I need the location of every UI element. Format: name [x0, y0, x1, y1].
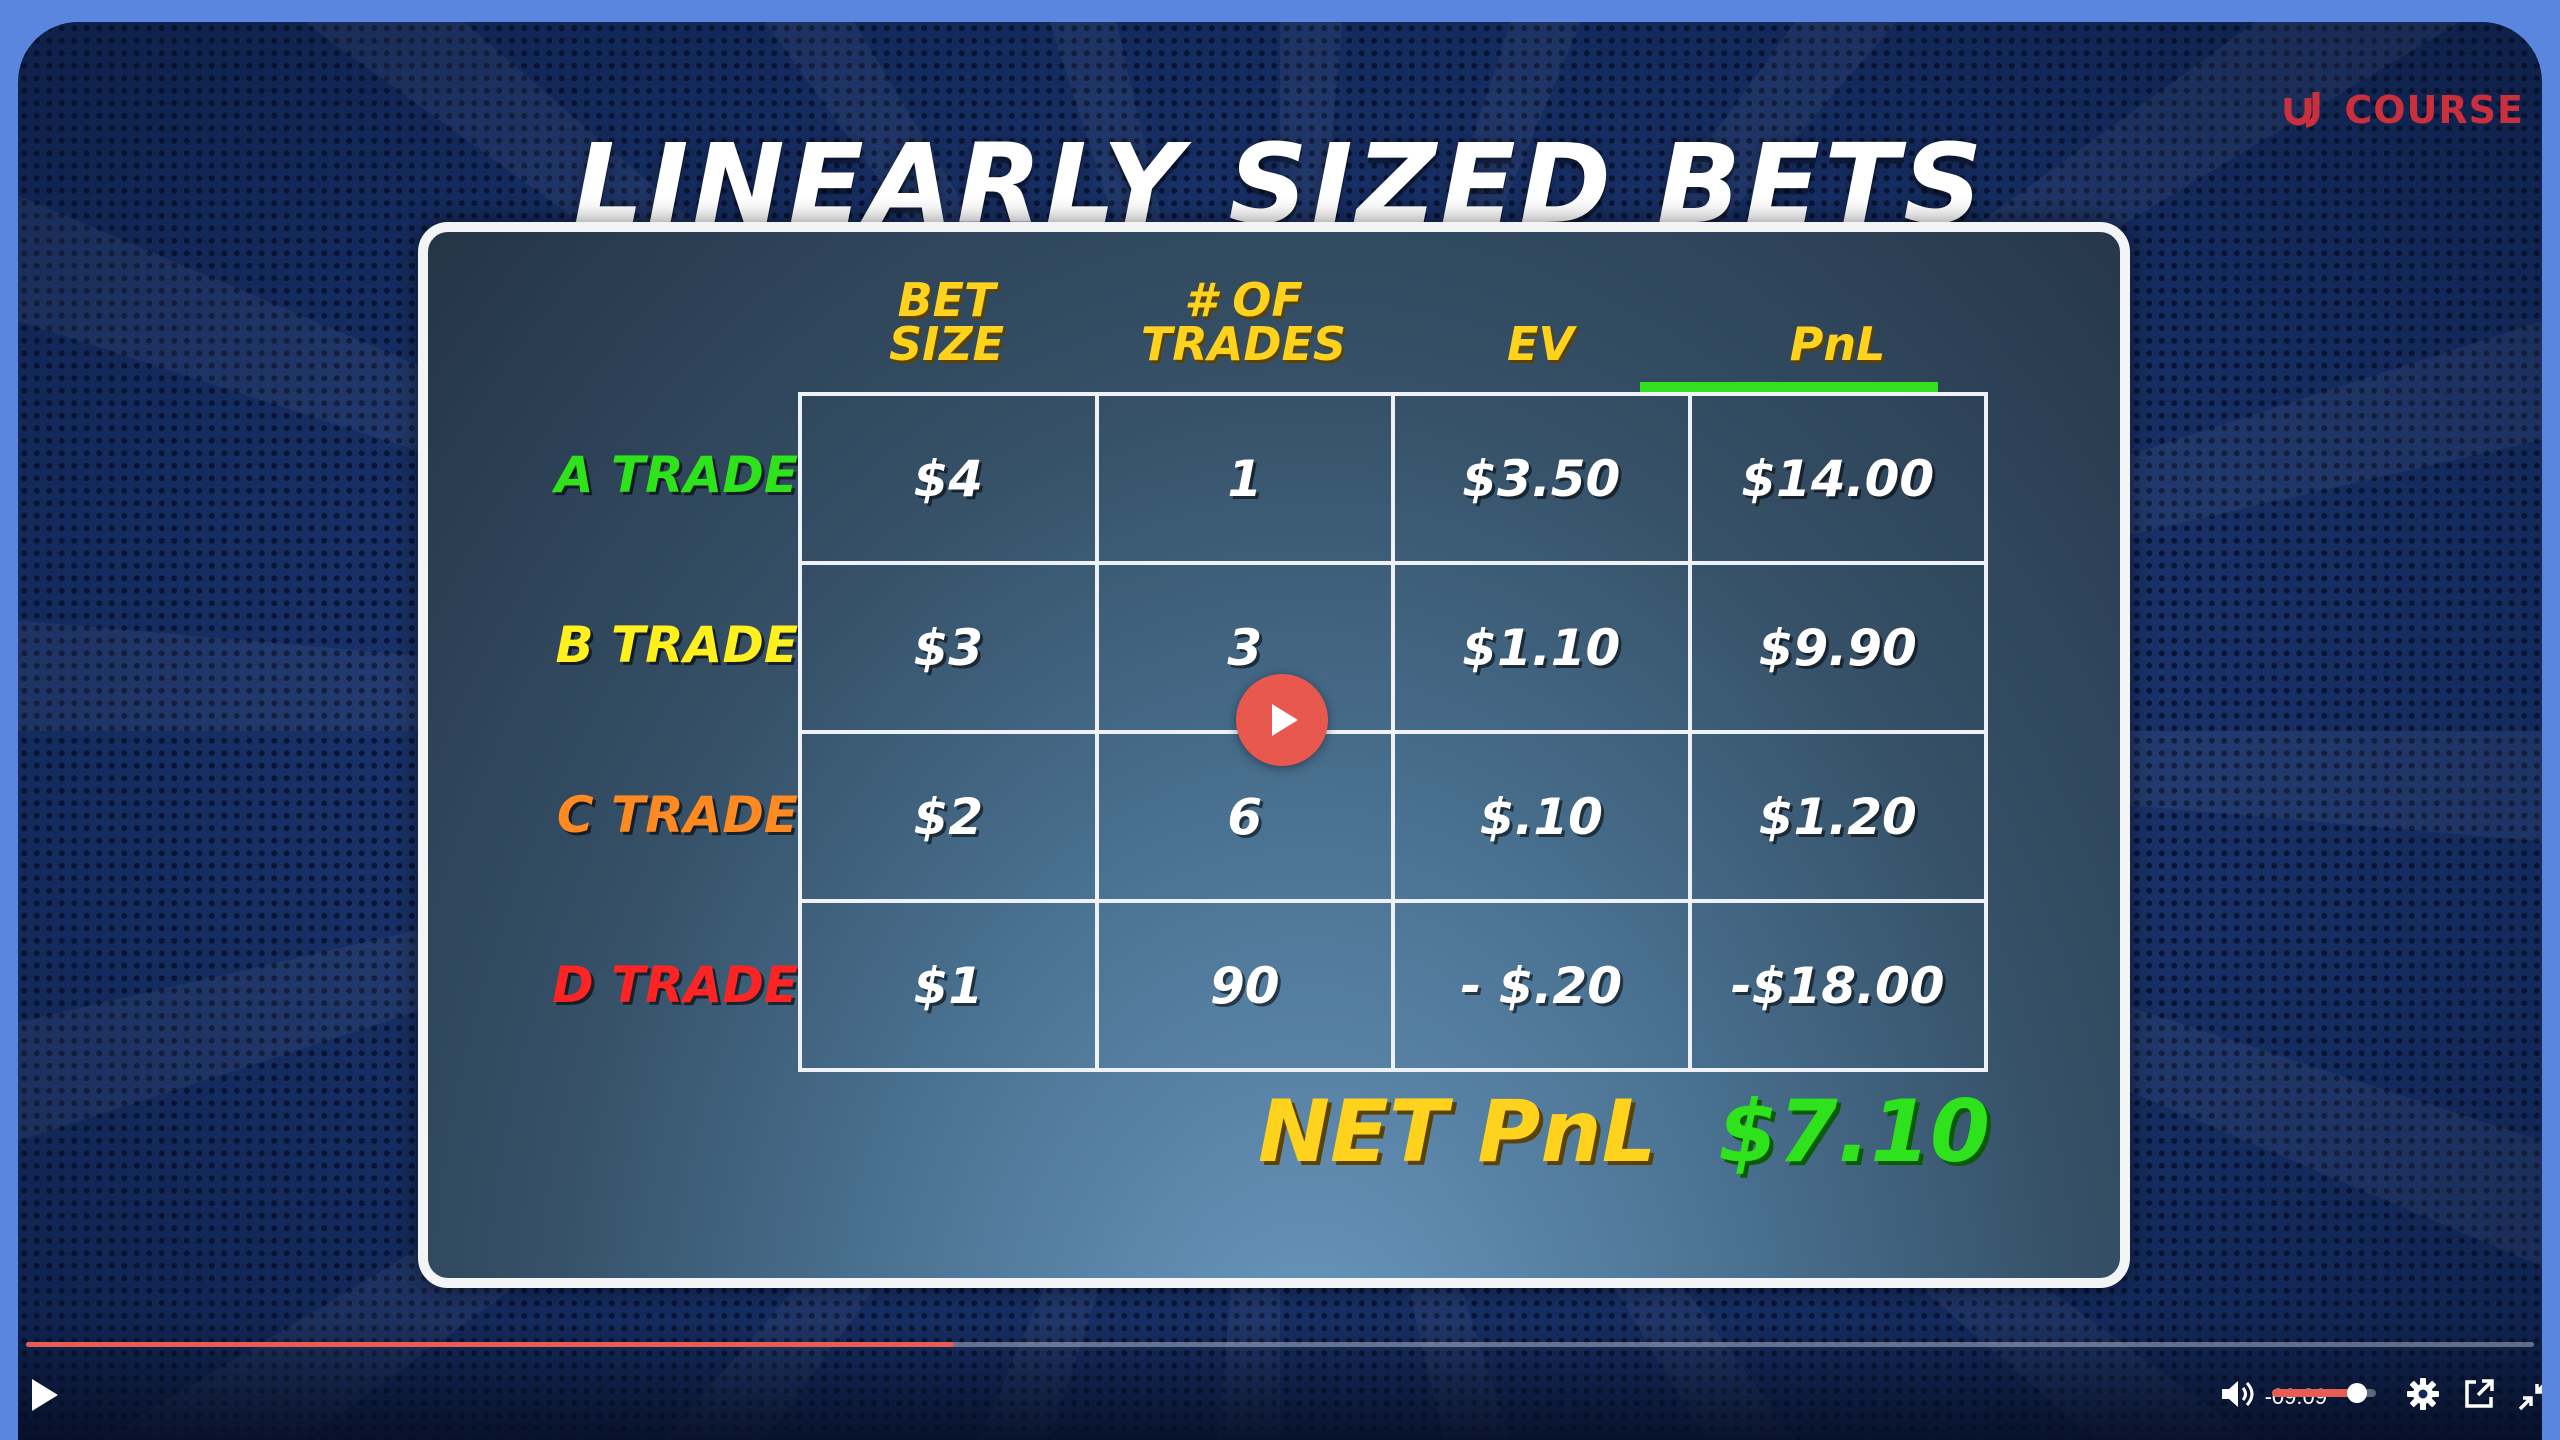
- popout-button[interactable]: [2462, 1377, 2496, 1414]
- center-play-button[interactable]: [1236, 674, 1328, 766]
- table-cell: $2: [798, 730, 1099, 903]
- row-label-b: B TRADE: [555, 616, 798, 674]
- row-label-d: D TRADE: [552, 956, 798, 1014]
- video-frame[interactable]: LINEARLY SIZED BETS COURSE BET SIZE # OF…: [18, 22, 2542, 1440]
- volume-fill: [2272, 1389, 2358, 1397]
- column-header-bet-size: BET SIZE: [798, 277, 1095, 367]
- table-cell: $1.10: [1391, 561, 1692, 734]
- table-cell: $3.50: [1391, 392, 1692, 565]
- column-header-text: PnL: [1789, 317, 1886, 371]
- table-row: $1 90 - $.20 -$18.00: [798, 899, 1988, 1072]
- column-header-text: EV: [1506, 317, 1575, 371]
- volume-slider[interactable]: [2272, 1383, 2376, 1403]
- brand-logo-text: COURSE: [2344, 88, 2524, 132]
- time-remaining: -09:09: [2265, 1384, 2327, 1410]
- play-button[interactable]: [28, 1377, 62, 1416]
- video-player[interactable]: LINEARLY SIZED BETS COURSE BET SIZE # OF…: [18, 22, 2542, 1440]
- column-header-text: # OF TRADES: [1140, 273, 1347, 371]
- pnl-highlight-bar: [1640, 382, 1938, 394]
- trades-table: $4 1 $3.50 $14.00 $3 3 $1.10 $9.90 $2 6 …: [798, 392, 1988, 1072]
- table-cell: - $.20: [1391, 899, 1692, 1072]
- volume-knob[interactable]: [2347, 1383, 2368, 1403]
- exit-fullscreen-icon: [2518, 1384, 2542, 1411]
- column-header-num-trades: # OF TRADES: [1095, 277, 1392, 367]
- brand-logo: COURSE: [2282, 84, 2524, 136]
- row-label-a: A TRADE: [554, 446, 798, 504]
- table-cell: $9.90: [1687, 561, 1988, 734]
- table-cell: $1: [798, 899, 1099, 1072]
- progress-fill: [26, 1342, 954, 1347]
- column-header-text: BET SIZE: [888, 273, 1005, 371]
- table-cell: $1.20: [1687, 730, 1988, 903]
- row-label-c: C TRADE: [556, 786, 798, 844]
- table-row: $4 1 $3.50 $14.00: [798, 392, 1988, 565]
- table-row: $2 6 $.10 $1.20: [798, 730, 1988, 903]
- brand-logo-icon: [2284, 92, 2320, 128]
- volume-icon: [2222, 1381, 2254, 1407]
- table-cell: $4: [798, 392, 1099, 565]
- popout-icon: [2465, 1379, 2494, 1408]
- control-bar: -09:09: [18, 1322, 2542, 1440]
- volume-button[interactable]: [2220, 1378, 2256, 1413]
- settings-icon: [2407, 1378, 2439, 1410]
- column-header-pnl: PnL: [1689, 321, 1986, 367]
- net-pnl-value: $7.10: [1718, 1082, 1991, 1182]
- table-cell: 6: [1094, 730, 1395, 903]
- table-board: BET SIZE # OF TRADES EV PnL A TRADE B TR…: [418, 222, 2130, 1288]
- table-cell: $14.00: [1687, 392, 1988, 565]
- table-cell: $3: [798, 561, 1099, 734]
- column-header-ev: EV: [1392, 321, 1689, 367]
- table-cell: $.10: [1391, 730, 1692, 903]
- table-row: $3 3 $1.10 $9.90: [798, 561, 1988, 734]
- settings-button[interactable]: [2406, 1377, 2440, 1414]
- table-cell: -$18.00: [1687, 899, 1988, 1072]
- net-pnl-label: NET PnL: [1258, 1082, 1657, 1182]
- table-cell: 1: [1094, 392, 1395, 565]
- exit-fullscreen-button[interactable]: [2518, 1379, 2542, 1414]
- play-icon: [1272, 704, 1298, 736]
- table-cell: 90: [1094, 899, 1395, 1072]
- progress-bar[interactable]: [26, 1342, 2534, 1347]
- play-icon: [32, 1379, 58, 1411]
